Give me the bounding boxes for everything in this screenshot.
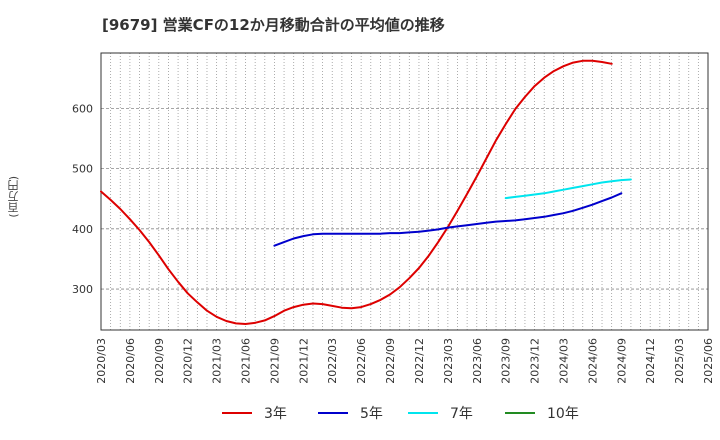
x-tick-label: 2022/09	[384, 338, 397, 384]
x-tick-label: 2021/03	[211, 338, 224, 384]
x-tick-label: 2022/03	[326, 338, 339, 384]
x-tick-label: 2024/06	[586, 338, 599, 384]
legend-label: 7年	[450, 406, 473, 422]
x-tick-label: 2022/06	[355, 338, 368, 384]
series-line	[504, 178, 632, 200]
x-tick-label: 2021/09	[268, 338, 281, 384]
y-tick-label: 300	[72, 283, 93, 296]
series-line	[273, 192, 623, 247]
x-tick-label: 2021/12	[297, 338, 310, 384]
x-tick-label: 2020/12	[182, 338, 195, 384]
x-tick-label: 2021/06	[240, 338, 253, 384]
x-tick-label: 2022/12	[413, 338, 426, 384]
x-tick-label: 2020/03	[95, 338, 108, 384]
y-tick-label: 400	[72, 223, 93, 236]
series-line	[100, 59, 613, 325]
legend-label: 3年	[264, 406, 287, 422]
x-tick-label: 2023/03	[442, 338, 455, 384]
y-tick-label: 600	[72, 102, 93, 115]
x-tick-label: 2020/09	[153, 338, 166, 384]
x-tick-label: 2023/09	[500, 338, 513, 384]
x-tick-label: 2024/09	[615, 338, 628, 384]
x-tick-label: 2024/12	[644, 338, 657, 384]
x-tick-label: 2023/06	[471, 338, 484, 384]
legend-label: 5年	[360, 406, 383, 422]
x-tick-label: 2025/03	[673, 338, 686, 384]
plot-area	[101, 53, 708, 330]
chart-title: [9679] 営業CFの12か月移動合計の平均値の推移	[102, 16, 445, 34]
x-tick-label: 2024/03	[557, 338, 570, 384]
x-tick-label: 2023/12	[529, 338, 542, 384]
x-tick-label: 2020/06	[124, 338, 137, 384]
legend-label: 10年	[547, 406, 579, 422]
x-tick-label: 2025/06	[702, 338, 715, 384]
y-tick-label: 500	[72, 163, 93, 176]
